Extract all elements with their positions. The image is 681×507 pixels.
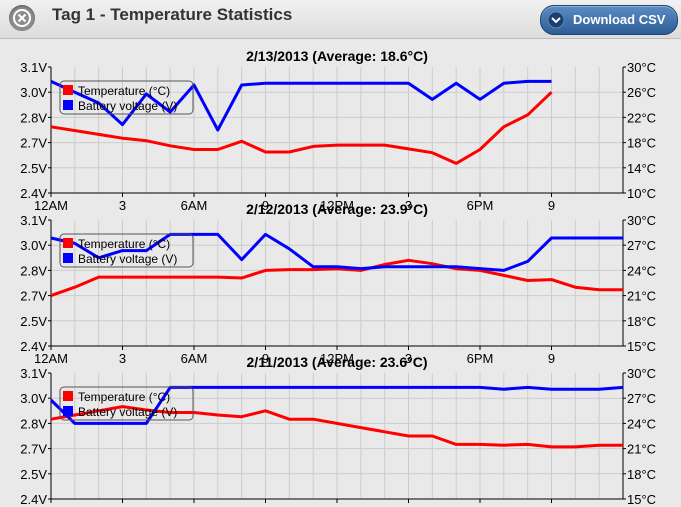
- y-left-tick-label: 3.0V: [20, 391, 47, 406]
- y-left-tick-label: 3.1V: [20, 366, 47, 381]
- x-tick-label: 3: [405, 198, 412, 213]
- chart-title: 2/13/2013 (Average: 18.6°C): [246, 48, 428, 64]
- legend-label: Battery voltage (V): [78, 99, 177, 113]
- y-right-tick-label: 18°C: [627, 314, 656, 329]
- y-right-tick-label: 26°C: [627, 85, 656, 100]
- x-tick-label: 12PM: [320, 504, 354, 507]
- y-right-tick-label: 27°C: [627, 391, 656, 406]
- download-csv-label: Download CSV: [573, 12, 666, 27]
- y-left-tick-label: 2.5V: [20, 467, 47, 482]
- legend-label: Battery voltage (V): [78, 405, 177, 419]
- chevron-down-icon: [547, 11, 565, 29]
- temperature-line: [50, 91, 553, 165]
- x-tick-label: 3: [119, 504, 126, 507]
- y-left-tick-label: 2.7V: [20, 289, 47, 304]
- x-tick-label: 6AM: [181, 198, 208, 213]
- legend-swatch: [63, 100, 73, 110]
- chart-title: 2/12/2013 (Average: 23.9°C): [246, 201, 428, 217]
- y-right-tick-label: 27°C: [627, 238, 656, 253]
- close-icon: [13, 9, 31, 27]
- y-right-tick-label: 30°C: [627, 366, 656, 381]
- y-left-tick-label: 2.7V: [20, 136, 47, 151]
- y-right-tick-label: 21°C: [627, 442, 656, 457]
- x-tick-label: 9: [262, 504, 269, 507]
- x-tick-label: 12AM: [34, 198, 68, 213]
- legend-swatch: [63, 391, 73, 401]
- y-left-tick-label: 3.1V: [20, 213, 47, 228]
- y-right-tick-label: 24°C: [627, 416, 656, 431]
- y-left-tick-label: 2.5V: [20, 314, 47, 329]
- x-tick-label: 6PM: [467, 351, 494, 366]
- title-bar: Tag 1 - Temperature Statistics Download …: [0, 0, 681, 39]
- y-left-tick-label: 2.7V: [20, 442, 47, 457]
- legend-box: [59, 233, 194, 268]
- y-right-tick-label: 15°C: [627, 339, 656, 354]
- x-tick-label: 6PM: [467, 198, 494, 213]
- temperature-line: [50, 258, 623, 298]
- y-right-tick-label: 30°C: [627, 213, 656, 228]
- legend-swatch: [63, 253, 73, 263]
- y-left-tick-label: 3.1V: [20, 60, 47, 75]
- y-left-tick-label: 2.4V: [20, 339, 47, 354]
- legend-label: Temperature (°C): [78, 237, 170, 251]
- y-right-tick-label: 10°C: [627, 186, 656, 201]
- y-left-tick-label: 2.8V: [20, 263, 47, 278]
- charts-area: 2/13/2013 (Average: 18.6°C) 3.1V 30°C 3.0V 2…: [20, 48, 656, 507]
- legend-swatch: [63, 238, 73, 248]
- x-tick-label: 12AM: [34, 351, 68, 366]
- legend-label: Temperature (°C): [78, 390, 170, 404]
- battery-line: [49, 385, 624, 425]
- download-csv-button[interactable]: Download CSV: [540, 5, 678, 35]
- y-left-tick-label: 3.0V: [20, 85, 47, 100]
- y-right-tick-label: 14°C: [627, 161, 656, 176]
- battery-line: [50, 79, 552, 132]
- window-title: Tag 1 - Temperature Statistics: [52, 5, 293, 24]
- x-tick-label: 3: [119, 198, 126, 213]
- y-left-tick-label: 2.4V: [20, 492, 47, 507]
- y-left-tick-label: 2.8V: [20, 110, 47, 125]
- x-tick-label: 9: [548, 198, 555, 213]
- x-tick-label: 12AM: [34, 504, 68, 507]
- legend-swatch: [63, 85, 73, 95]
- y-right-tick-label: 22°C: [627, 110, 656, 125]
- y-right-tick-label: 15°C: [627, 492, 656, 507]
- legend-box: [59, 80, 194, 115]
- x-tick-label: 6PM: [467, 504, 494, 507]
- y-left-tick-label: 2.4V: [20, 186, 47, 201]
- x-tick-label: 12PM: [320, 198, 354, 213]
- x-tick-label: 3: [405, 351, 412, 366]
- x-tick-label: 9: [262, 198, 269, 213]
- y-right-tick-label: 18°C: [627, 136, 656, 151]
- x-tick-label: 12PM: [320, 351, 354, 366]
- x-tick-label: 9: [548, 351, 555, 366]
- y-right-tick-label: 18°C: [627, 467, 656, 482]
- x-tick-label: 9: [548, 504, 555, 507]
- y-left-tick-label: 2.8V: [20, 416, 47, 431]
- legend-label: Temperature (°C): [78, 84, 170, 98]
- chart-title: 2/11/2013 (Average: 23.6°C): [247, 354, 428, 370]
- x-tick-label: 9: [262, 351, 269, 366]
- temperature-line: [50, 405, 623, 449]
- battery-line: [50, 232, 623, 272]
- y-right-tick-label: 24°C: [627, 263, 656, 278]
- y-right-tick-label: 30°C: [627, 60, 656, 75]
- y-left-tick-label: 2.5V: [20, 161, 47, 176]
- x-tick-label: 3: [119, 351, 126, 366]
- y-left-tick-label: 3.0V: [20, 238, 47, 253]
- x-tick-label: 6AM: [181, 351, 208, 366]
- legend-label: Battery voltage (V): [78, 252, 177, 266]
- x-tick-label: 3: [405, 504, 412, 507]
- legend-swatch: [63, 406, 73, 416]
- y-right-tick-label: 21°C: [627, 289, 656, 304]
- close-button[interactable]: [9, 5, 35, 31]
- legend-box: [59, 386, 194, 421]
- x-tick-label: 6AM: [181, 504, 208, 507]
